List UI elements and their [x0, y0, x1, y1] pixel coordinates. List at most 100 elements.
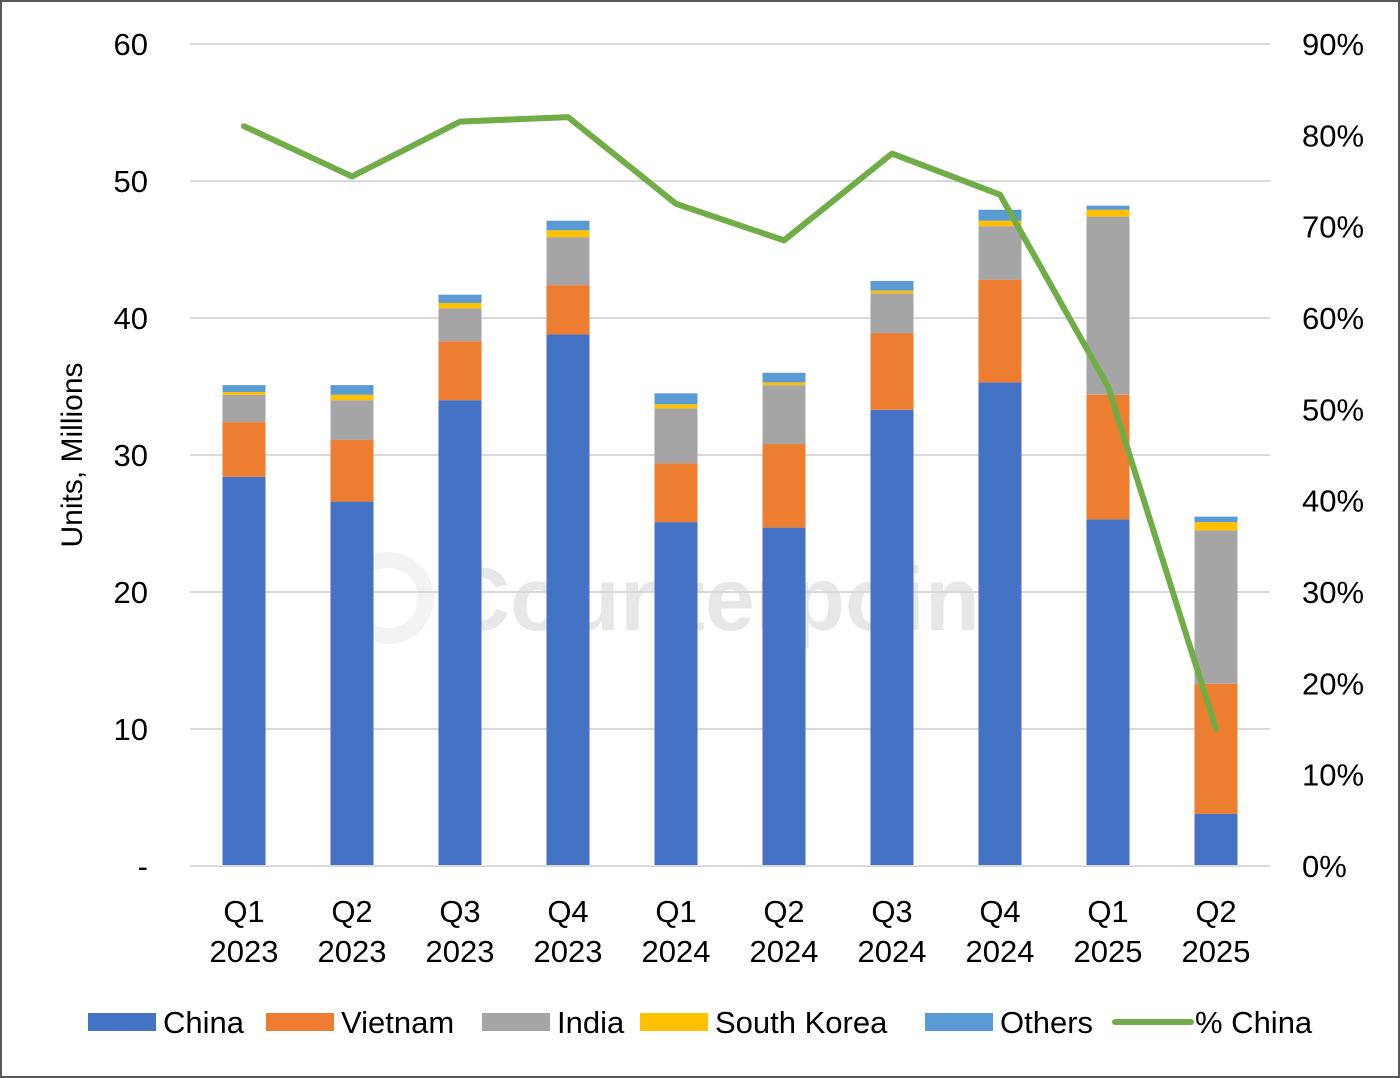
- bar-china: [438, 400, 482, 866]
- watermark-text: Counterpoint: [445, 550, 1010, 650]
- legend-swatch: [482, 1013, 550, 1031]
- x-tick-label-year: 2024: [642, 934, 711, 969]
- y2-tick-label: 70%: [1302, 210, 1364, 245]
- bar-india: [438, 308, 482, 342]
- y-tick-label: 60: [114, 27, 148, 62]
- bar-south-korea: [978, 220, 1022, 227]
- x-tick-label-year: 2024: [750, 934, 819, 969]
- legend-swatch: [266, 1013, 334, 1031]
- bar-china: [1194, 813, 1238, 866]
- bar-india: [654, 408, 698, 464]
- bar-others: [222, 385, 266, 392]
- bar-vietnam: [978, 279, 1022, 383]
- x-tick-label-quarter: Q1: [655, 894, 696, 929]
- bar-vietnam: [546, 285, 590, 335]
- y-tick-label: -: [138, 849, 148, 884]
- bar-china: [330, 501, 374, 866]
- x-tick-label-year: 2024: [858, 934, 927, 969]
- bar-india: [222, 394, 266, 423]
- y-axis-label: Units, Millions: [56, 362, 89, 547]
- bar-south-korea: [654, 404, 698, 409]
- x-tick-label-quarter: Q1: [223, 894, 264, 929]
- bar-india: [546, 237, 590, 286]
- x-tick-label-year: 2023: [534, 934, 603, 969]
- bar-vietnam: [330, 439, 374, 502]
- legend-label: Others: [1000, 1005, 1093, 1040]
- bar-china: [762, 527, 806, 866]
- bar-south-korea: [546, 230, 590, 238]
- bar-south-korea: [870, 290, 914, 294]
- x-tick-label-quarter: Q2: [763, 894, 804, 929]
- bar-india: [978, 226, 1022, 280]
- legend-swatch: [925, 1013, 993, 1031]
- x-tick-label-quarter: Q3: [439, 894, 480, 929]
- bar-india: [1086, 216, 1130, 395]
- line-percent-china: [241, 114, 1219, 732]
- bar-south-korea: [222, 391, 266, 395]
- bar-vietnam: [870, 333, 914, 410]
- legend-label: Vietnam: [341, 1005, 454, 1040]
- bar-vietnam: [654, 463, 698, 523]
- x-tick-label-year: 2023: [210, 934, 279, 969]
- y2-tick-label: 60%: [1302, 301, 1364, 336]
- x-tick-label-quarter: Q2: [1195, 894, 1236, 929]
- bar-vietnam: [1194, 683, 1238, 814]
- x-tick-label-year: 2023: [318, 934, 387, 969]
- bar-india: [762, 385, 806, 445]
- y-tick-label: 10: [114, 712, 148, 747]
- legend-swatch: [88, 1013, 156, 1031]
- bar-others: [546, 220, 590, 231]
- legend-swatch: [640, 1013, 708, 1031]
- bar-others: [762, 372, 806, 383]
- y2-tick-label: 50%: [1302, 392, 1364, 427]
- bar-others: [330, 385, 374, 395]
- bar-china: [546, 334, 590, 866]
- y2-tick-label: 90%: [1302, 27, 1364, 62]
- x-tick-label-quarter: Q1: [1087, 894, 1128, 929]
- x-tick-label-year: 2025: [1182, 934, 1251, 969]
- bar-china: [1086, 519, 1130, 866]
- legend-label: India: [557, 1005, 625, 1040]
- y2-tick-label: 10%: [1302, 758, 1364, 793]
- y-tick-label: 30: [114, 438, 148, 473]
- bar-china: [978, 382, 1022, 866]
- x-tick-label-quarter: Q4: [547, 894, 588, 929]
- x-tick-label-quarter: Q3: [871, 894, 912, 929]
- bar-india: [1194, 530, 1238, 684]
- x-tick-label-year: 2024: [966, 934, 1035, 969]
- bar-others: [654, 393, 698, 405]
- y2-tick-label: 0%: [1302, 849, 1347, 884]
- y-tick-label: 50: [114, 164, 148, 199]
- bar-south-korea: [330, 394, 374, 401]
- y-tick-label: 40: [114, 301, 148, 336]
- y2-tick-label: 80%: [1302, 118, 1364, 153]
- bar-south-korea: [438, 302, 482, 309]
- bar-vietnam: [438, 341, 482, 401]
- bar-vietnam: [762, 444, 806, 528]
- x-tick-label-year: 2023: [426, 934, 495, 969]
- bar-south-korea: [1194, 522, 1238, 531]
- x-tick-label-quarter: Q4: [979, 894, 1020, 929]
- bar-india: [870, 293, 914, 334]
- y2-tick-label: 20%: [1302, 666, 1364, 701]
- legend-label: South Korea: [715, 1005, 888, 1040]
- legend-label: China: [163, 1005, 245, 1040]
- bar-south-korea: [1086, 209, 1130, 217]
- x-tick-label-quarter: Q2: [331, 894, 372, 929]
- bar-others: [438, 294, 482, 303]
- bar-others: [1086, 205, 1130, 210]
- bar-south-korea: [762, 382, 806, 386]
- bar-china: [654, 522, 698, 866]
- y-tick-label: 20: [114, 575, 148, 610]
- bar-others: [978, 209, 1022, 221]
- y2-tick-label: 40%: [1302, 484, 1364, 519]
- bar-others: [870, 281, 914, 291]
- bar-china: [222, 476, 266, 866]
- y2-tick-label: 30%: [1302, 575, 1364, 610]
- x-tick-label-year: 2025: [1074, 934, 1143, 969]
- bar-india: [330, 400, 374, 440]
- bar-vietnam: [1086, 394, 1130, 520]
- bar-vietnam: [222, 422, 266, 477]
- bar-others: [1194, 516, 1238, 523]
